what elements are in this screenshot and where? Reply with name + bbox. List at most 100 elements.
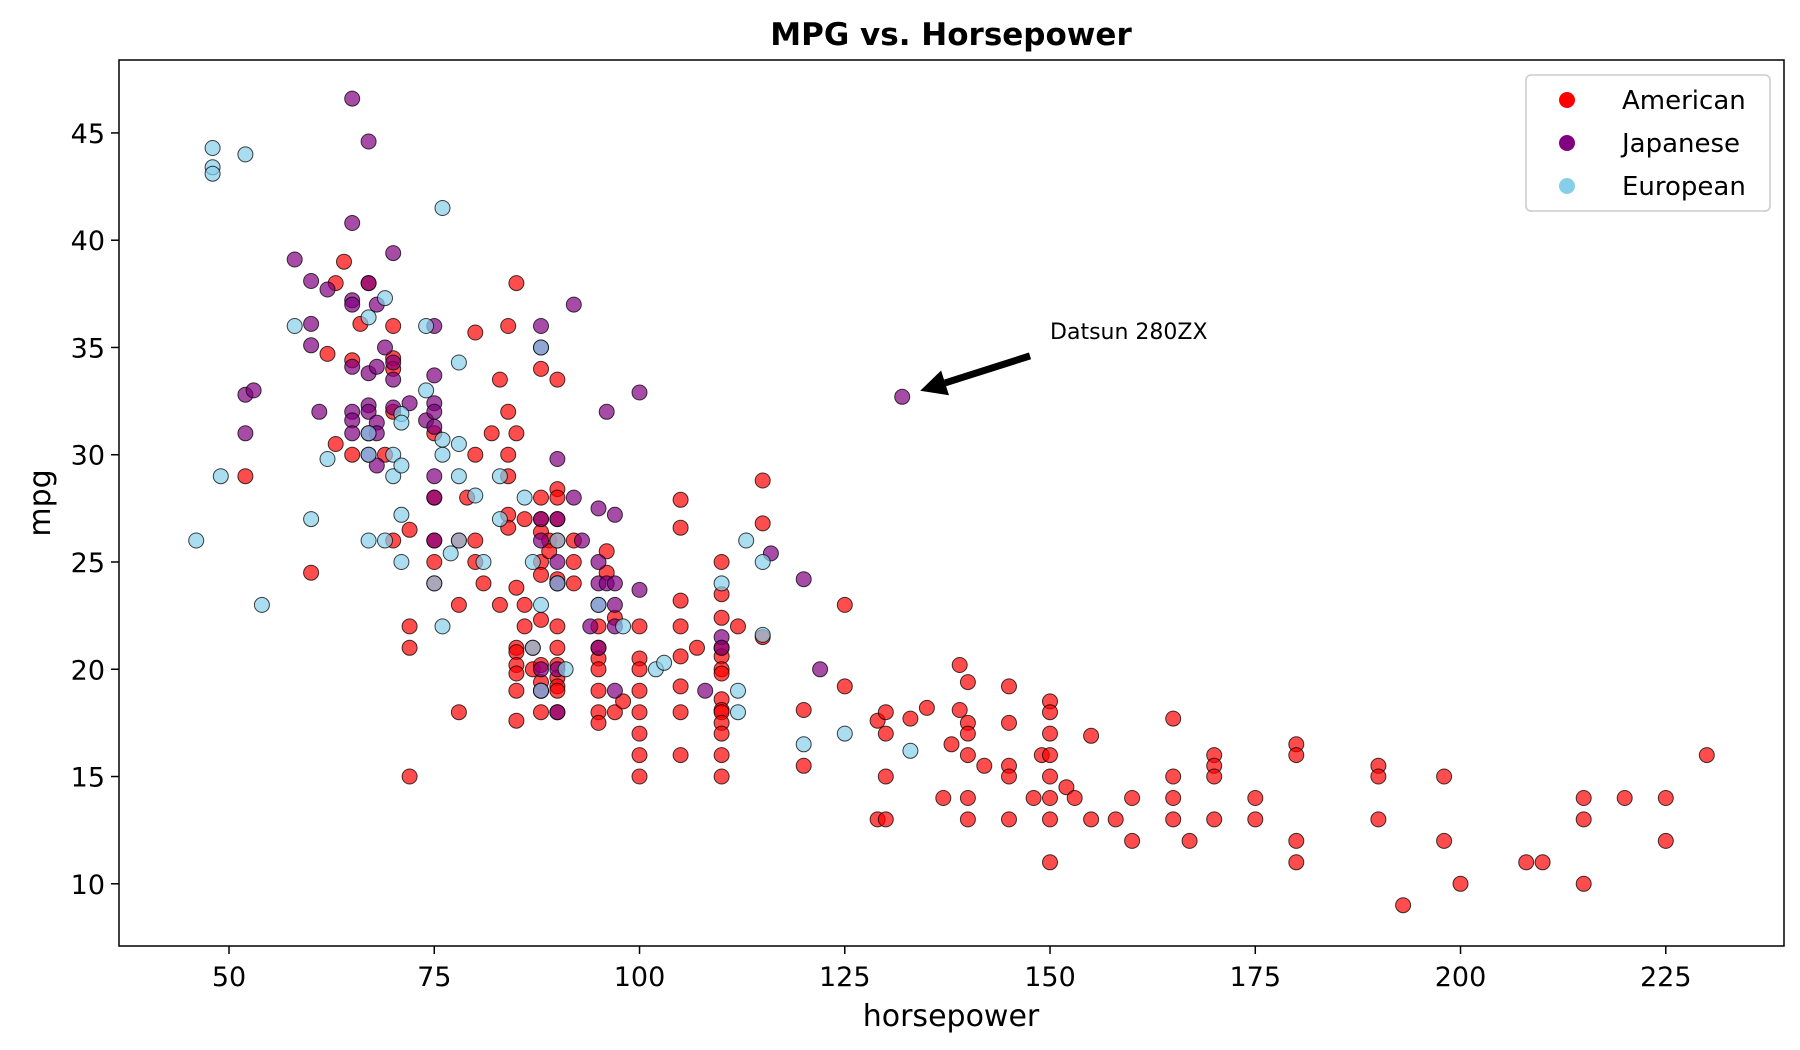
data-point-american xyxy=(1165,811,1182,828)
data-point-american xyxy=(877,768,894,785)
data-point-american xyxy=(836,678,853,695)
data-point-european xyxy=(450,468,467,485)
data-point-european xyxy=(738,532,755,549)
data-point-american xyxy=(549,682,566,699)
data-point-european xyxy=(557,661,574,678)
data-point-american xyxy=(877,704,894,721)
data-point-american xyxy=(713,609,730,626)
data-point-american xyxy=(631,747,648,764)
data-point-american xyxy=(237,468,254,485)
data-point-european xyxy=(360,446,377,463)
data-point-american xyxy=(401,768,418,785)
data-point-european xyxy=(516,489,533,506)
data-point-american xyxy=(1181,832,1198,849)
data-point-european xyxy=(360,425,377,442)
data-point-european xyxy=(418,382,435,399)
data-point-japanese xyxy=(377,339,393,356)
data-point-american xyxy=(508,665,525,682)
x-tick-label: 75 xyxy=(417,962,451,993)
x-tick-label: 150 xyxy=(1024,962,1076,993)
data-point-american xyxy=(672,704,689,721)
x-axis-ticks: 50 75 100 125 150 175 200 225 xyxy=(212,946,1692,993)
annotation-arrow-shaft xyxy=(943,352,1032,387)
data-point-american xyxy=(754,515,771,532)
data-point-american xyxy=(1370,768,1387,785)
data-point-american xyxy=(590,714,607,731)
data-point-american xyxy=(1042,704,1058,721)
data-point-american xyxy=(951,657,968,673)
data-point-american xyxy=(1083,811,1100,828)
data-point-european xyxy=(377,532,393,549)
data-point-japanese xyxy=(606,575,623,592)
data-point-american xyxy=(475,575,492,592)
data-point-american xyxy=(508,579,525,596)
data-point-european xyxy=(303,511,320,528)
data-point-european xyxy=(713,575,730,592)
data-point-american xyxy=(1165,768,1182,785)
data-point-american xyxy=(1124,832,1141,849)
data-point-american xyxy=(1001,811,1017,828)
annotation-arrow-head xyxy=(920,370,949,396)
x-tick-label: 200 xyxy=(1435,962,1487,993)
data-point-american xyxy=(1575,875,1592,892)
data-point-american xyxy=(590,682,607,699)
data-point-american xyxy=(1165,710,1182,727)
data-point-american xyxy=(672,519,689,536)
data-point-american xyxy=(1042,811,1058,828)
data-point-european xyxy=(524,639,541,656)
data-point-american xyxy=(500,446,517,463)
data-point-european xyxy=(385,446,402,463)
data-point-japanese xyxy=(606,506,623,523)
legend-label-american: American xyxy=(1622,86,1746,116)
data-point-american xyxy=(672,648,689,665)
data-point-japanese xyxy=(368,358,385,375)
data-point-european xyxy=(754,626,771,643)
y-tick-label: 45 xyxy=(71,119,105,150)
legend-label-japanese: Japanese xyxy=(1620,129,1740,159)
data-point-american xyxy=(631,704,648,721)
data-point-american xyxy=(959,674,976,691)
data-point-japanese xyxy=(795,571,812,588)
data-point-american xyxy=(565,575,582,592)
data-point-american xyxy=(631,661,648,678)
data-point-american xyxy=(1657,832,1674,849)
legend-marker-european xyxy=(1559,178,1575,194)
data-point-american xyxy=(631,768,648,785)
data-point-american xyxy=(327,436,344,452)
data-point-american xyxy=(672,618,689,635)
x-tick-label: 225 xyxy=(1640,962,1692,993)
data-point-japanese xyxy=(344,90,361,107)
data-point-japanese xyxy=(565,489,582,506)
data-point-european xyxy=(656,654,673,671)
data-point-european xyxy=(836,725,853,742)
legend-marker-japanese xyxy=(1559,135,1575,151)
data-point-american xyxy=(1575,811,1592,828)
y-tick-label: 10 xyxy=(71,870,105,901)
data-point-japanese xyxy=(894,388,911,405)
data-point-japanese xyxy=(344,215,361,231)
data-point-american xyxy=(549,639,566,656)
data-point-american xyxy=(1083,727,1100,744)
data-point-american xyxy=(1436,768,1453,785)
data-point-american xyxy=(959,747,976,764)
data-point-american xyxy=(1452,875,1469,892)
data-point-european xyxy=(212,468,229,485)
data-point-japanese xyxy=(549,511,566,528)
data-point-american xyxy=(672,678,689,695)
data-point-american xyxy=(1288,747,1305,764)
data-point-american xyxy=(877,811,894,828)
data-point-japanese xyxy=(533,532,549,549)
data-point-japanese xyxy=(344,358,361,375)
data-point-american xyxy=(1436,832,1453,849)
data-point-american xyxy=(877,725,894,742)
data-point-american xyxy=(713,554,730,570)
data-point-american xyxy=(549,618,566,635)
data-point-american xyxy=(943,736,960,753)
data-point-american xyxy=(401,639,418,656)
data-point-japanese xyxy=(311,403,328,420)
data-point-american xyxy=(1042,747,1058,764)
data-point-japanese xyxy=(344,296,361,313)
data-point-european xyxy=(450,354,467,371)
data-point-european xyxy=(549,575,566,592)
data-point-japanese xyxy=(385,371,402,388)
